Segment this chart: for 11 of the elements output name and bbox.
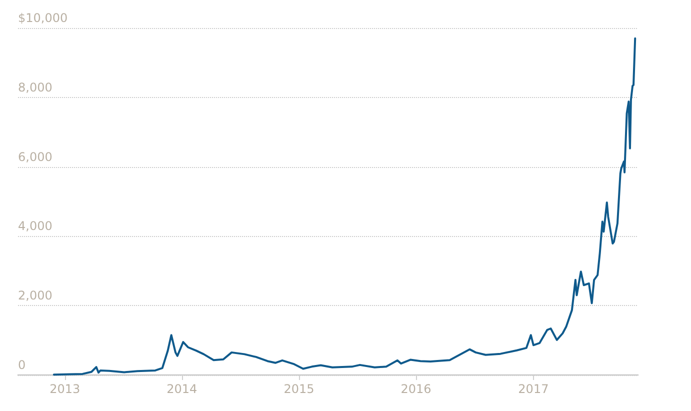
y-tick-label: 4,000 [18,219,52,234]
x-tick-label: 2015 [284,382,314,396]
y-tick-label: 0 [18,358,26,372]
x-tick-label: 2017 [518,382,549,396]
y-tick-label: 6,000 [18,150,52,164]
y-tick-label: 8,000 [18,80,52,94]
x-tick-label: 2013 [50,382,80,396]
y-tick-label: $10,000 [18,11,68,25]
x-tick-label: 2014 [166,382,198,396]
y-tick-label: 2,000 [18,288,52,303]
x-tick-label: 2016 [400,382,432,396]
